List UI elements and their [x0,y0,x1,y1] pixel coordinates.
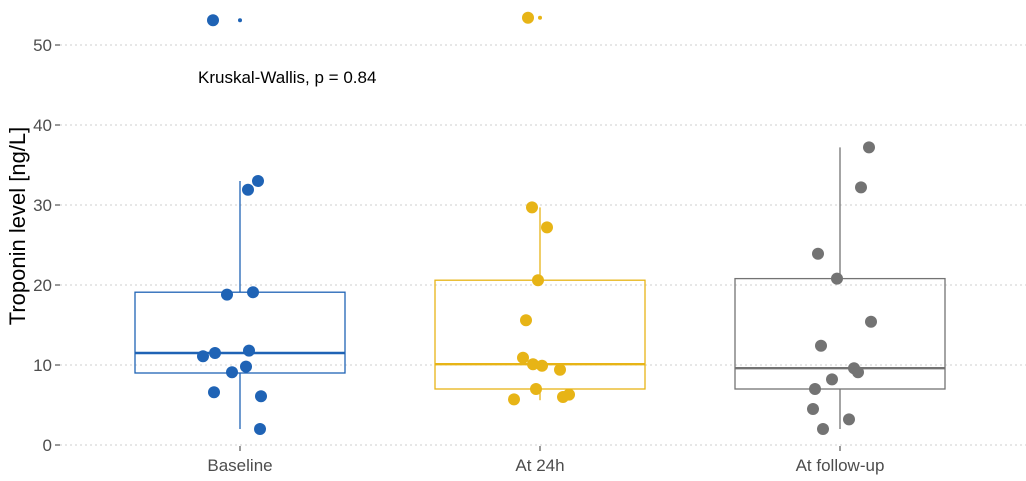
box-baseline [134,181,346,429]
data-point [255,390,267,403]
data-point [865,315,877,328]
data-point [863,141,875,154]
data-point [532,274,544,287]
data-point [526,201,538,214]
data-point [243,344,255,357]
data-point [517,351,529,364]
data-point [541,221,553,234]
kruskal-wallis-annotation: Kruskal-Wallis, p = 0.84 [198,68,376,87]
data-point [208,386,220,399]
grid-lines [60,44,1026,446]
outlier-point [538,15,542,20]
y-axis-title: Troponin level [ng/L] [5,127,30,326]
data-point [826,373,838,386]
box-iqr [734,277,946,390]
box-iqr [134,291,346,374]
x-axis-labels: Baseline At 24h At follow-up [207,446,884,475]
data-point [554,363,566,376]
data-point [252,175,264,187]
y-axis-ticks: 0 10 20 30 40 50 [33,36,60,455]
data-point [226,366,238,379]
data-point [536,359,548,372]
box-iqr [434,279,646,390]
y-tick-label-20: 20 [33,276,52,295]
data-point [527,358,539,371]
data-point [807,403,819,415]
data-point [240,360,252,373]
data-point [197,350,209,363]
data-point [221,288,233,301]
data-point [817,423,829,435]
data-point [843,413,855,426]
outlier-point [238,18,242,23]
data-point [254,423,266,435]
y-tick-label-40: 40 [33,116,52,135]
data-point [852,366,864,379]
y-tick-label-10: 10 [33,356,52,375]
data-point [812,247,824,260]
data-point [242,183,254,196]
data-point [508,393,520,406]
data-point [247,286,259,299]
data-point [207,14,219,27]
data-point [530,383,542,395]
data-points [197,11,877,435]
y-tick-label-0: 0 [43,436,52,455]
data-point [209,347,221,359]
data-point [815,339,827,352]
data-point [522,11,534,24]
y-tick-label-50: 50 [33,36,52,55]
x-tick-label: Baseline [207,456,272,475]
data-point [557,391,569,403]
box-at-follow-up [734,147,946,429]
y-tick-label-30: 30 [33,196,52,215]
data-point [831,272,843,285]
data-point [809,383,821,395]
x-tick-label: At 24h [515,456,564,475]
data-point [520,314,532,327]
data-point [855,181,867,194]
x-tick-label: At follow-up [796,456,885,475]
